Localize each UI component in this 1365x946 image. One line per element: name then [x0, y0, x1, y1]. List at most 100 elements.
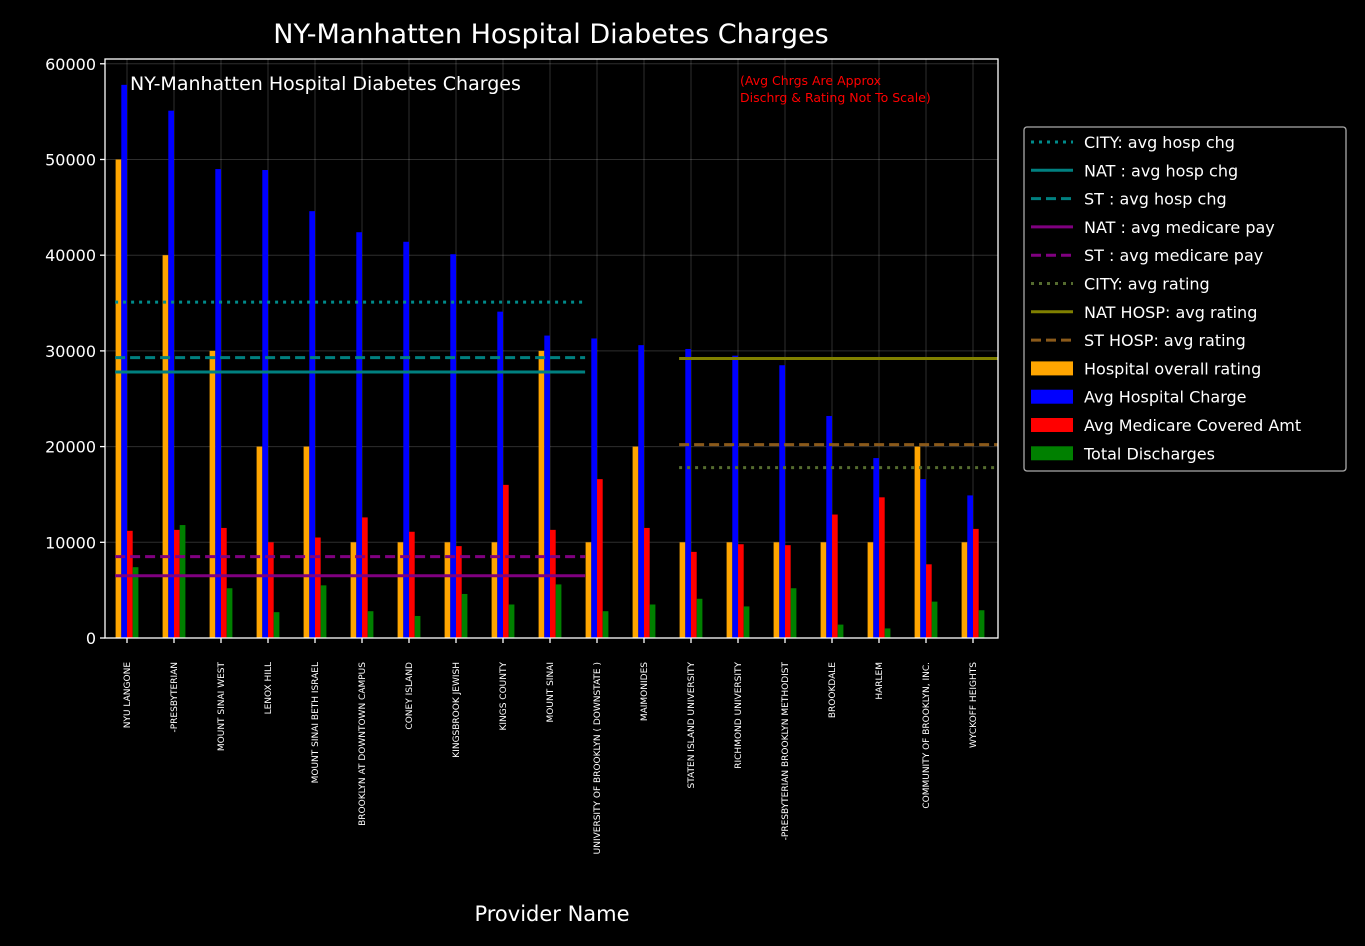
bar [779, 365, 785, 638]
x-tick-label: UNIVERSITY OF BROOKLYN ( DOWNSTATE ) [593, 662, 603, 854]
bar [303, 446, 310, 638]
bar [550, 529, 556, 638]
y-tick-label: 20000 [45, 438, 96, 457]
note-line-1: (Avg Chrgs Are Approx [740, 73, 881, 88]
bar [961, 542, 968, 638]
x-tick-label: WYCKOFF HEIGHTS [969, 662, 979, 748]
y-tick-label: 40000 [45, 246, 96, 265]
legend-patch [1031, 389, 1073, 404]
x-tick-label: CONEY ISLAND [405, 662, 415, 730]
bar [115, 159, 122, 638]
x-tick-label: STATEN ISLAND UNIVERSITY [687, 662, 697, 789]
legend-box [1023, 126, 1347, 472]
bar [367, 611, 374, 638]
bar [256, 446, 263, 638]
plot-frame [104, 58, 999, 639]
bar [649, 604, 656, 638]
legend-label: NAT HOSP: avg rating [1084, 303, 1257, 322]
bar [832, 514, 838, 638]
x-tick-label: MOUNT SINAI BETH ISRAEL [311, 662, 321, 783]
bars [115, 84, 985, 639]
bar [538, 350, 545, 638]
bar [638, 345, 644, 638]
x-tick-label: BROOKDALE [828, 662, 838, 718]
note-line-2: Dischrg & Rating Not To Scale) [740, 90, 931, 105]
bar [555, 584, 562, 638]
x-tick-label: BROOKLYN AT DOWNTOWN CAMPUS [358, 662, 368, 826]
bar [121, 84, 127, 639]
bar [268, 542, 274, 638]
legend-label: ST : avg medicare pay [1084, 246, 1263, 265]
bar [884, 628, 891, 638]
x-tick-label: RICHMOND UNIVERSITY [734, 661, 744, 768]
bar [867, 542, 874, 638]
bar [597, 479, 603, 638]
bar [691, 551, 697, 638]
legend-label: Avg Medicare Covered Amt [1084, 416, 1301, 435]
bar [926, 564, 932, 638]
bar [978, 610, 985, 638]
x-tick-label: -PRESBYTERIAN BROOKLYN METHODIST [781, 662, 791, 841]
bar [497, 311, 503, 638]
bar [732, 355, 738, 638]
bar [685, 348, 691, 638]
x-tick-label: MOUNT SINAI WEST [217, 662, 227, 752]
legend-label: Total Discharges [1083, 444, 1215, 463]
bar [461, 593, 468, 638]
bar [221, 527, 227, 638]
x-axis: NYU LANGONE -PRESBYTERIAN MOUNT SINAI WEST… [123, 638, 979, 854]
bar [450, 254, 456, 638]
x-tick-label: KINGS COUNTY [499, 662, 509, 731]
bar [215, 169, 221, 638]
bar [403, 241, 409, 638]
bar [508, 604, 515, 638]
bar [585, 542, 592, 638]
bar [503, 484, 509, 638]
bar [785, 545, 791, 638]
x-tick-label: KINGSBROOK JEWISH [452, 662, 462, 758]
x-tick-label: -PRESBYTERIAN [170, 662, 180, 733]
legend-label: ST HOSP: avg rating [1084, 331, 1246, 350]
x-tick-label: HARLEM [875, 662, 885, 700]
legend-label: CITY: avg rating [1084, 275, 1210, 294]
bar [456, 546, 462, 638]
bar [790, 588, 797, 638]
bar [973, 528, 979, 638]
bar [409, 531, 415, 638]
bar [632, 446, 639, 638]
bar [726, 542, 733, 638]
y-tick-label: 30000 [45, 342, 96, 361]
bar [738, 544, 744, 638]
bar [309, 211, 315, 639]
bar [837, 624, 844, 638]
y-tick-label: 0 [86, 629, 96, 648]
y-tick-label: 10000 [45, 533, 96, 552]
chart-title: NY-Manhatten Hospital Diabetes Charges [273, 19, 828, 50]
bar [209, 350, 216, 638]
y-tick-label: 60000 [45, 55, 96, 74]
bar [544, 335, 550, 638]
bar [696, 598, 703, 638]
bar [491, 542, 498, 638]
bar [350, 542, 357, 638]
bar [273, 612, 280, 638]
legend-label: Avg Hospital Charge [1084, 388, 1247, 407]
bar [773, 542, 780, 638]
inner-title: NY-Manhatten Hospital Diabetes Charges [130, 73, 521, 95]
x-tick-label: MOUNT SINAI [546, 662, 556, 722]
bar [315, 537, 321, 638]
bar [362, 517, 368, 638]
legend-label: NAT : avg hosp chg [1084, 161, 1238, 180]
x-tick-label: COMMUNITY OF BROOKLYN, INC. [922, 662, 932, 809]
legend-label: Hospital overall rating [1084, 359, 1261, 378]
x-axis-label: Provider Name [474, 902, 629, 926]
y-axis: 0 10000 20000 30000 40000 50000 60000 [45, 55, 105, 648]
bar [873, 458, 879, 638]
bar [602, 611, 609, 638]
bar [879, 497, 885, 638]
bar [591, 338, 597, 638]
bar [914, 446, 921, 638]
x-tick-label: NYU LANGONE [123, 662, 133, 729]
x-tick-label: MAIMONIDES [640, 662, 650, 721]
